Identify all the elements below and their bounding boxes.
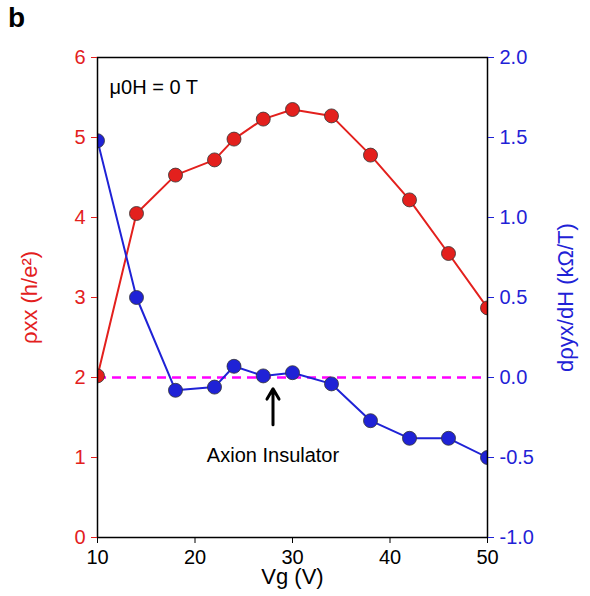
svg-text:2.0: 2.0 [500, 46, 528, 68]
svg-text:5: 5 [74, 126, 85, 148]
svg-text:Vg (V): Vg (V) [261, 564, 323, 589]
svg-text:0: 0 [74, 526, 85, 548]
svg-text:40: 40 [379, 546, 401, 568]
svg-text:ρxx (h/e²): ρxx (h/e²) [17, 251, 42, 344]
svg-text:4: 4 [74, 206, 85, 228]
svg-text:Axion Insulator: Axion Insulator [207, 444, 340, 466]
svg-text:1: 1 [74, 446, 85, 468]
svg-text:0.0: 0.0 [500, 366, 528, 388]
html-text:b: b [8, 2, 26, 33]
svg-text:dρyx/dH (kΩ/T): dρyx/dH (kΩ/T) [553, 223, 578, 372]
svg-text:0.5: 0.5 [500, 286, 528, 308]
svg-text:μ0H = 0 T: μ0H = 0 T [110, 76, 198, 98]
svg-text:1.0: 1.0 [500, 206, 528, 228]
svg-text:-0.5: -0.5 [500, 446, 534, 468]
svg-text:30: 30 [281, 545, 304, 568]
svg-text:1.5: 1.5 [500, 126, 528, 148]
svg-text:20: 20 [184, 546, 206, 568]
svg-text:-1.0: -1.0 [500, 526, 534, 548]
svg-text:10: 10 [86, 546, 108, 568]
svg-text:3: 3 [74, 286, 85, 308]
svg-text:2: 2 [74, 366, 85, 388]
svg-text:50: 50 [476, 546, 498, 568]
svg-text:6: 6 [74, 46, 85, 68]
